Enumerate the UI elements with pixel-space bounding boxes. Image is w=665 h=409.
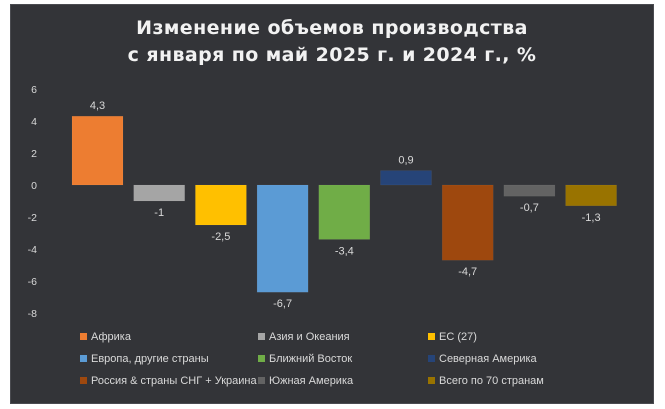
- legend-entry-5: Северная Америка: [439, 353, 538, 365]
- legend-entry-7: Южная Америка: [269, 375, 354, 387]
- bar-1: [133, 184, 185, 202]
- bar-3: [256, 184, 309, 293]
- legend-swatch-3: [80, 355, 87, 362]
- bar-2: [195, 184, 247, 226]
- bar-5: [380, 170, 432, 186]
- legend-swatch-0: [80, 333, 87, 340]
- chart-title-line-2: с января по май 2025 г. и 2024 г., %: [127, 44, 537, 66]
- data-label-3: -6,7: [273, 298, 292, 310]
- data-label-2: -2,5: [211, 231, 230, 243]
- legend-swatch-2: [428, 333, 435, 340]
- data-label-1: -1: [154, 207, 164, 219]
- data-label-8: -1,3: [582, 212, 601, 224]
- bar-6: [441, 184, 494, 261]
- bars: [71, 115, 617, 293]
- chart-title-line-1: Изменение объемов производства: [136, 17, 528, 39]
- legend-entry-0: Африка: [91, 331, 132, 343]
- legend-entry-6: Россия & страны СНГ + Украина: [91, 375, 257, 387]
- y-tick-label: -6: [28, 276, 37, 288]
- data-label-0: 4,3: [90, 100, 105, 112]
- bar-8: [565, 184, 617, 207]
- legend-entry-8: Всего по 70 странам: [439, 375, 544, 387]
- data-label-5: 0,9: [398, 155, 413, 167]
- y-tick-label: 0: [31, 180, 37, 192]
- y-tick-label: 2: [31, 148, 37, 160]
- chart-frame: Изменение объемов производства с января …: [10, 4, 654, 404]
- legend-swatch-4: [258, 355, 265, 362]
- bar-7: [503, 184, 556, 197]
- legend-entry-2: ЕС (27): [439, 331, 477, 343]
- legend-swatch-8: [428, 377, 435, 384]
- y-axis: 6 4 2 0 -2 -4 -6 -8: [28, 84, 38, 320]
- legend-entry-3: Европа, другие страны: [91, 353, 209, 365]
- legend-entry-4: Ближний Восток: [269, 353, 352, 365]
- chart-plot: 6 4 2 0 -2 -4 -6 -8 4,3 -1 -2,5 -6,7 -3,4 0,9 -4,7 -0,…: [28, 84, 617, 387]
- y-tick-label: -8: [28, 308, 37, 320]
- legend: Африка Азия и Океания ЕС (27) Европа, други…: [80, 331, 544, 387]
- legend-swatch-1: [258, 333, 265, 340]
- data-label-6: -4,7: [458, 266, 477, 278]
- legend-entry-1: Азия и Океания: [269, 331, 350, 343]
- chart-title: Изменение объемов производства с января …: [11, 15, 653, 69]
- legend-swatch-6: [80, 377, 87, 384]
- bar-0: [71, 115, 124, 186]
- data-label-4: -3,4: [335, 245, 354, 257]
- y-tick-label: -4: [28, 244, 37, 256]
- legend-swatch-5: [428, 355, 435, 362]
- bar-4: [318, 184, 371, 240]
- y-tick-label: 6: [31, 84, 37, 96]
- value-labels: 4,3 -1 -2,5 -6,7 -3,4 0,9 -4,7 -0,7 -1,3: [90, 100, 601, 310]
- legend-swatch-7: [258, 377, 265, 384]
- data-label-7: -0,7: [520, 202, 539, 214]
- y-tick-label: 4: [31, 116, 37, 128]
- y-tick-label: -2: [28, 212, 37, 224]
